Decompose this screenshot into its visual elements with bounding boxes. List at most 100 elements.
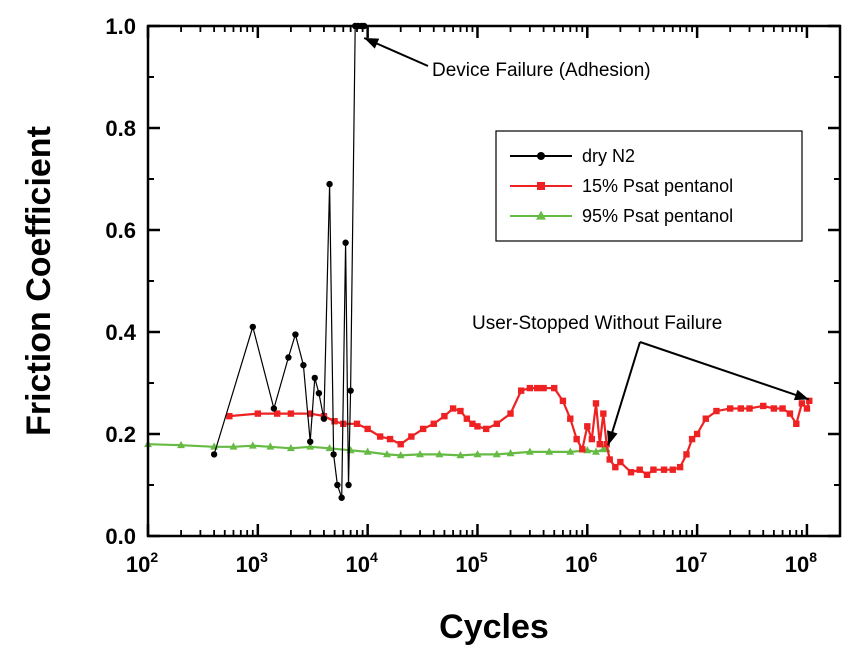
data-point [315, 390, 323, 397]
data-point [506, 449, 515, 457]
series-line [229, 387, 811, 477]
data-point [364, 425, 371, 433]
data-point [285, 354, 292, 361]
data-point [408, 433, 415, 440]
data-point [525, 447, 534, 455]
annotation-arrowhead [793, 389, 809, 401]
data-point [573, 435, 580, 443]
data-point [540, 384, 547, 392]
y-tick-label: 0.0 [105, 524, 136, 549]
data-point [559, 397, 567, 405]
data-point [383, 450, 391, 458]
data-point [430, 420, 437, 427]
data-point [177, 440, 186, 449]
data-point [334, 481, 341, 489]
data-point [584, 423, 591, 430]
data-point [456, 451, 465, 459]
x-tick-label: 105 [455, 549, 487, 577]
data-point [537, 152, 545, 160]
data-point [210, 451, 218, 458]
data-point [693, 430, 701, 438]
data-point [746, 405, 753, 412]
data-point [588, 435, 596, 443]
data-point [551, 384, 558, 392]
y-tick-label: 0.4 [105, 320, 136, 345]
data-point [307, 438, 314, 445]
data-point [600, 410, 607, 417]
data-point [292, 331, 299, 338]
data-point [286, 443, 295, 452]
data-point [798, 400, 806, 407]
annotation-user-stopped: User-Stopped Without Failure [472, 313, 722, 334]
data-point [449, 405, 457, 412]
data-point [347, 387, 354, 394]
data-point [457, 407, 464, 415]
data-point [702, 415, 710, 422]
annotation-arrowhead [607, 430, 618, 446]
data-point [676, 463, 684, 471]
annotation-device-failure: Device Failure (Adhesion) [432, 60, 651, 81]
data-point [396, 451, 405, 459]
data-point [229, 442, 238, 450]
data-point [469, 420, 476, 427]
data-point [627, 469, 635, 476]
x-tick-label: 102 [126, 549, 158, 577]
annotation-arrowhead [364, 38, 380, 49]
annotations: Device Failure (Adhesion) User-Stopped Wi… [363, 37, 810, 446]
data-point [474, 423, 481, 430]
data-point [325, 443, 334, 452]
legend-item: 15% Psat pentanol [510, 176, 733, 196]
x-tick-label: 106 [565, 549, 597, 577]
data-point [643, 471, 651, 478]
data-point [517, 387, 525, 394]
legend-item: 95% Psat pentanol [510, 206, 733, 226]
data-point [737, 405, 745, 412]
data-point [226, 412, 233, 420]
data-point [592, 400, 600, 407]
data-point [473, 450, 482, 458]
y-tick-label: 0.2 [105, 422, 136, 447]
data-point [650, 466, 657, 473]
x-axis-title: Cycles [439, 608, 549, 646]
data-point [353, 420, 361, 427]
data-point [363, 447, 372, 455]
data-point [534, 384, 541, 392]
data-point [806, 397, 813, 405]
data-point [770, 405, 778, 412]
axis-ticks: 0.0 0.2 0.4 0.6 0.8 1.0 102 103 104 105 106 107 108 [105, 14, 841, 577]
data-point [463, 415, 471, 422]
y-tick-label: 1.0 [105, 14, 136, 39]
data-point [545, 447, 554, 455]
data-point [419, 425, 427, 433]
data-point [345, 481, 352, 489]
data-point [287, 410, 295, 417]
data-point [307, 410, 314, 417]
annotation-arrow-line [607, 341, 641, 446]
data-point [300, 361, 307, 369]
series-0 [210, 22, 368, 501]
data-point [683, 451, 690, 458]
data-point [320, 415, 328, 422]
data-point [254, 410, 262, 417]
x-tick-label: 103 [236, 549, 268, 577]
y-tick-label: 0.8 [105, 116, 136, 141]
data-point [713, 407, 720, 415]
data-point [306, 442, 315, 450]
data-point [416, 450, 425, 458]
data-point [603, 441, 610, 448]
data-point [536, 210, 546, 220]
data-point [579, 446, 586, 453]
data-point [793, 420, 800, 427]
data-point [492, 450, 501, 458]
data-point [526, 384, 534, 392]
data-point [376, 433, 384, 440]
series-2 [144, 439, 611, 459]
data-point [397, 441, 404, 448]
legend: dry N2 15% Psat pentanol 95% Psat pentanol [495, 130, 803, 242]
data-point [435, 450, 444, 458]
data-point [266, 442, 275, 450]
data-point [760, 402, 767, 410]
data-point [249, 323, 256, 331]
y-axis-title: Friction Coefficient [20, 126, 58, 436]
data-point [537, 182, 545, 190]
